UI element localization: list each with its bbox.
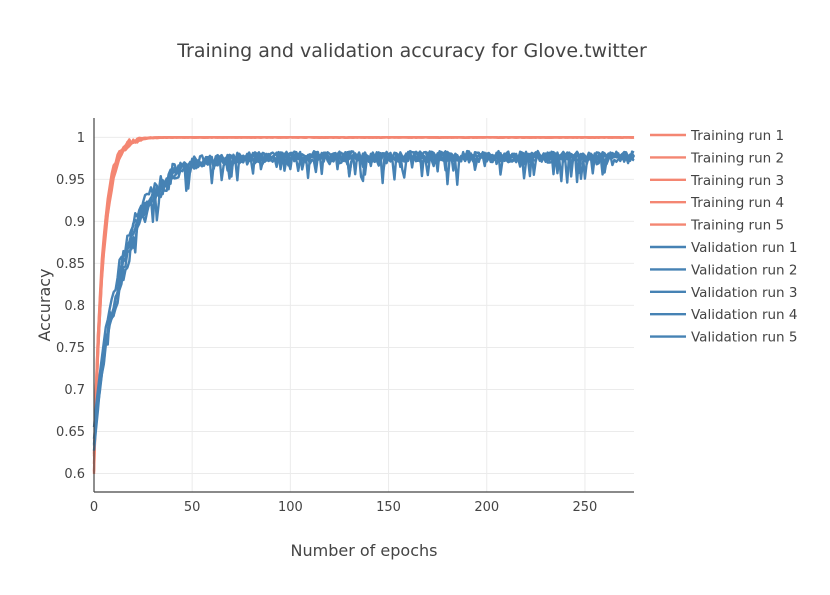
legend-item[interactable]: Training run 1	[650, 128, 784, 144]
legend-label: Validation run 2	[691, 262, 798, 278]
series-line-training-run-1	[92, 136, 635, 472]
y-tick-label: 1	[77, 131, 85, 146]
series-line-validation-run-3	[92, 149, 635, 428]
y-axis-label: Accuracy	[35, 268, 54, 341]
legend-item[interactable]: Training run 5	[650, 218, 784, 234]
series-layer	[92, 136, 636, 474]
y-tick-label: 0.9	[64, 215, 85, 230]
legend[interactable]: Training run 1 Training run 2 Training run…	[650, 128, 798, 346]
legend-item[interactable]: Validation run 5	[650, 330, 798, 346]
x-tick-label: 100	[278, 500, 303, 515]
chart-title: Training and validation accuracy for Glo…	[176, 40, 647, 62]
y-tick-label: 0.85	[56, 257, 85, 272]
x-tick-label: 200	[474, 500, 499, 515]
series-line-validation-run-1	[92, 150, 635, 451]
series-line-training-run-2	[92, 136, 635, 464]
legend-item[interactable]: Training run 3	[650, 173, 784, 189]
series-line-validation-run-5	[92, 150, 635, 439]
y-tick-label: 0.7	[64, 383, 85, 398]
x-tick-label: 250	[572, 500, 597, 515]
axes	[93, 118, 634, 493]
x-tick-label: 0	[90, 500, 98, 515]
legend-label: Training run 2	[690, 150, 784, 166]
tick-labels: 0.6 0.65 0.7 0.75 0.8 0.85 0.9 0.95 1 0 50 100 150 20…	[56, 131, 597, 515]
y-tick-label: 0.75	[56, 341, 85, 356]
y-tick-label: 0.65	[56, 425, 85, 440]
series-line-validation-run-4	[92, 151, 635, 446]
legend-label: Validation run 1	[691, 240, 798, 256]
x-tick-label: 50	[184, 500, 201, 515]
legend-item[interactable]: Training run 4	[650, 195, 784, 211]
x-tick-label: 150	[376, 500, 401, 515]
x-axis-label: Number of epochs	[291, 541, 438, 560]
legend-label: Validation run 4	[691, 307, 798, 323]
legend-item[interactable]: Validation run 2	[650, 262, 798, 278]
y-tick-label: 0.8	[64, 299, 85, 314]
legend-label: Training run 3	[690, 173, 784, 189]
legend-label: Training run 4	[690, 195, 784, 211]
series-line-training-run-5	[92, 136, 635, 454]
series-line-validation-run-2	[92, 152, 636, 445]
legend-item[interactable]: Validation run 1	[650, 240, 798, 256]
legend-item[interactable]: Validation run 3	[650, 285, 798, 301]
y-tick-label: 0.6	[64, 467, 85, 482]
series-line-training-run-3	[92, 136, 635, 457]
gridlines	[94, 118, 634, 492]
y-tick-label: 0.95	[56, 173, 85, 188]
legend-label: Validation run 3	[691, 285, 798, 301]
legend-label: Training run 5	[690, 218, 784, 234]
legend-label: Training run 1	[690, 128, 784, 144]
legend-item[interactable]: Training run 2	[650, 150, 784, 166]
legend-item[interactable]: Validation run 4	[650, 307, 798, 323]
legend-label: Validation run 5	[691, 330, 798, 346]
